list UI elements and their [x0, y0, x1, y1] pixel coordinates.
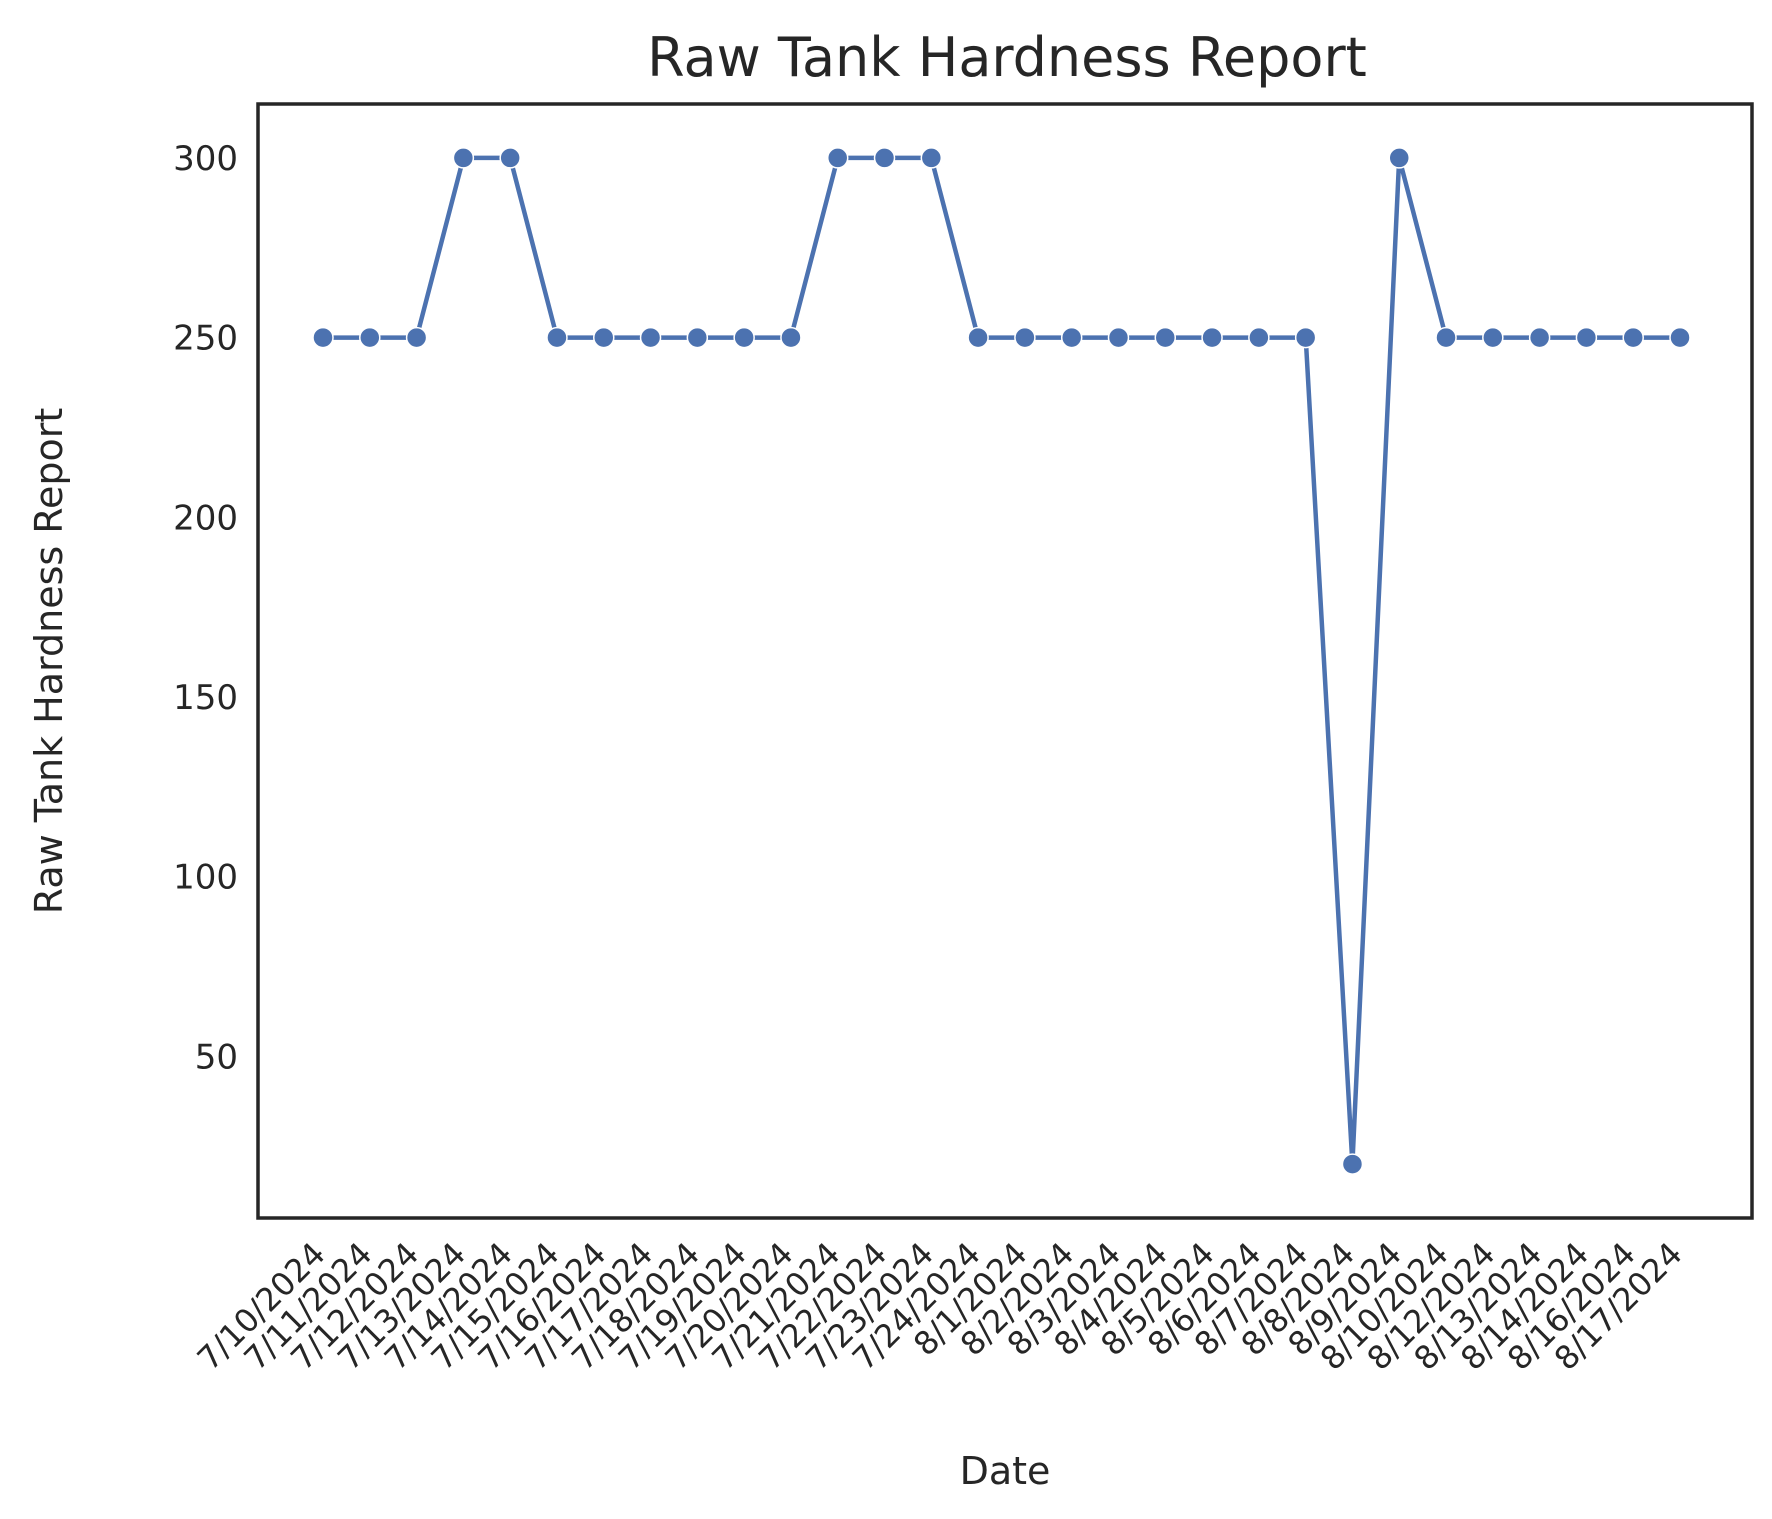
data-point	[873, 147, 896, 169]
data-point	[1107, 326, 1130, 349]
data-point	[1622, 326, 1644, 349]
data-point	[452, 147, 475, 169]
data-point	[312, 326, 334, 349]
data-point	[780, 326, 802, 349]
data-point	[1575, 326, 1598, 349]
data-point	[826, 147, 849, 169]
data-point	[1482, 326, 1504, 349]
data-point	[1294, 326, 1317, 349]
data-point	[1388, 147, 1410, 169]
y-tick-label-300: 300	[173, 139, 238, 179]
data-point	[1669, 326, 1691, 349]
y-tick-label-100: 100	[173, 858, 238, 898]
data-point	[686, 326, 709, 349]
data-point	[1060, 326, 1083, 349]
plot-frame	[256, 102, 1754, 1220]
y-tick-label-200: 200	[173, 498, 238, 538]
y-tick-label-50: 50	[195, 1037, 238, 1077]
data-point	[1014, 326, 1036, 349]
chart-title: Raw Tank Hardness Report	[647, 26, 1367, 89]
data-point	[1248, 326, 1270, 349]
series-line	[323, 155, 1680, 1167]
data-point	[920, 147, 943, 169]
y-tick-label-150: 150	[173, 678, 238, 718]
y-tick-label-250: 250	[173, 319, 238, 359]
data-point	[967, 326, 989, 349]
data-point	[733, 326, 755, 349]
data-point	[1528, 326, 1551, 349]
data-point	[593, 326, 615, 349]
data-point	[1341, 1153, 1364, 1175]
y-axis-label: Raw Tank Hardness Report	[27, 408, 71, 914]
data-point	[639, 326, 662, 349]
data-point	[1154, 326, 1177, 349]
data-point	[546, 326, 568, 349]
data-point	[359, 326, 381, 349]
data-point	[1201, 326, 1223, 349]
data-point	[499, 147, 521, 169]
data-point	[405, 326, 428, 349]
data-point	[1435, 326, 1457, 349]
x-axis-label: Date	[960, 1449, 1051, 1493]
